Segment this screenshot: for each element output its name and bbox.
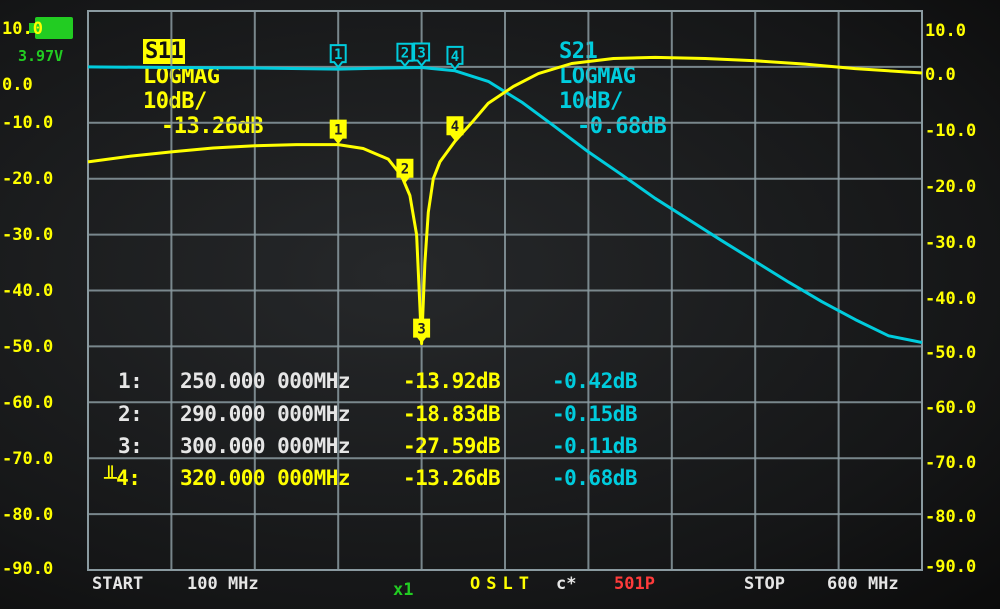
left-tick-label: -70.0 [2, 449, 53, 469]
s11-marker-3: 3 [414, 320, 429, 342]
sweep-points[interactable]: 501P [614, 574, 655, 594]
right-tick-label: -20.0 [925, 177, 976, 197]
left-tick-label: -10.0 [2, 113, 53, 133]
zoom-indicator: x1 [393, 580, 413, 600]
marker-frequency: 250.000 000MHz [180, 369, 350, 393]
s21-marker-2: 2 [397, 44, 412, 66]
right-tick-label: -40.0 [925, 289, 976, 309]
marker-s11-value: -13.92dB [403, 369, 500, 393]
left-tick-label: -80.0 [2, 505, 53, 525]
marker-s11-value: -13.26dB [403, 466, 500, 490]
s21-marker-1: 1 [331, 45, 346, 67]
s21-marker-3-label: 3 [417, 45, 425, 61]
right-tick-label: -60.0 [925, 398, 976, 418]
right-tick-label: -30.0 [925, 233, 976, 253]
marker-s11-value: -18.83dB [403, 402, 500, 426]
start-label[interactable]: START [92, 574, 143, 594]
marker-frequency: 320.000 000MHz [180, 466, 350, 490]
s21-marker-4-label: 4 [451, 49, 459, 65]
right-tick-label: -10.0 [925, 121, 976, 141]
s11-marker-3-label: 3 [417, 322, 425, 338]
right-tick-label: -90.0 [925, 557, 976, 577]
marker-index: 1: [118, 369, 142, 393]
marker-s11-value: -27.59dB [403, 434, 500, 458]
calibration-flag: c* [556, 574, 576, 594]
left-tick-label: -30.0 [2, 225, 53, 245]
left-tick-label: -90.0 [2, 559, 53, 579]
marker-frequency: 290.000 000MHz [180, 402, 350, 426]
marker-s21-value: -0.68dB [552, 466, 637, 490]
right-tick-label: -70.0 [925, 453, 976, 473]
marker-s21-value: -0.15dB [552, 402, 637, 426]
s11-marker-4-label: 4 [451, 119, 459, 135]
left-tick-label: 10.0 [2, 19, 43, 39]
calibration-type[interactable]: OSLT [470, 574, 535, 594]
stop-frequency[interactable]: 600 MHz [827, 574, 899, 594]
right-tick-label: -50.0 [925, 343, 976, 363]
stop-label[interactable]: STOP [744, 574, 785, 594]
s21-marker-4: 4 [447, 47, 462, 69]
left-tick-label: -40.0 [2, 281, 53, 301]
marker-s21-value: -0.42dB [552, 369, 637, 393]
marker-frequency: 300.000 000MHz [180, 434, 350, 458]
s11-marker-1: 1 [331, 121, 346, 143]
active-marker-index: ╨4: [104, 466, 140, 490]
left-tick-label: -20.0 [2, 169, 53, 189]
s21-marker-1-label: 1 [334, 47, 342, 63]
s21-marker-2-label: 2 [401, 46, 409, 62]
s11-marker-2-label: 2 [401, 162, 409, 178]
right-tick-label: -80.0 [925, 507, 976, 527]
s21-marker-3: 3 [414, 43, 429, 65]
right-tick-label: 10.0 [925, 21, 966, 41]
start-frequency[interactable]: 100 MHz [187, 574, 259, 594]
marker-index: 3: [118, 434, 142, 458]
s11-marker-1-label: 1 [334, 123, 342, 139]
left-tick-label: -60.0 [2, 393, 53, 413]
marker-index: 2: [118, 402, 142, 426]
right-tick-label: 0.0 [925, 65, 956, 85]
marker-s21-value: -0.11dB [552, 434, 637, 458]
left-tick-label: -50.0 [2, 337, 53, 357]
left-tick-label: 0.0 [2, 75, 33, 95]
